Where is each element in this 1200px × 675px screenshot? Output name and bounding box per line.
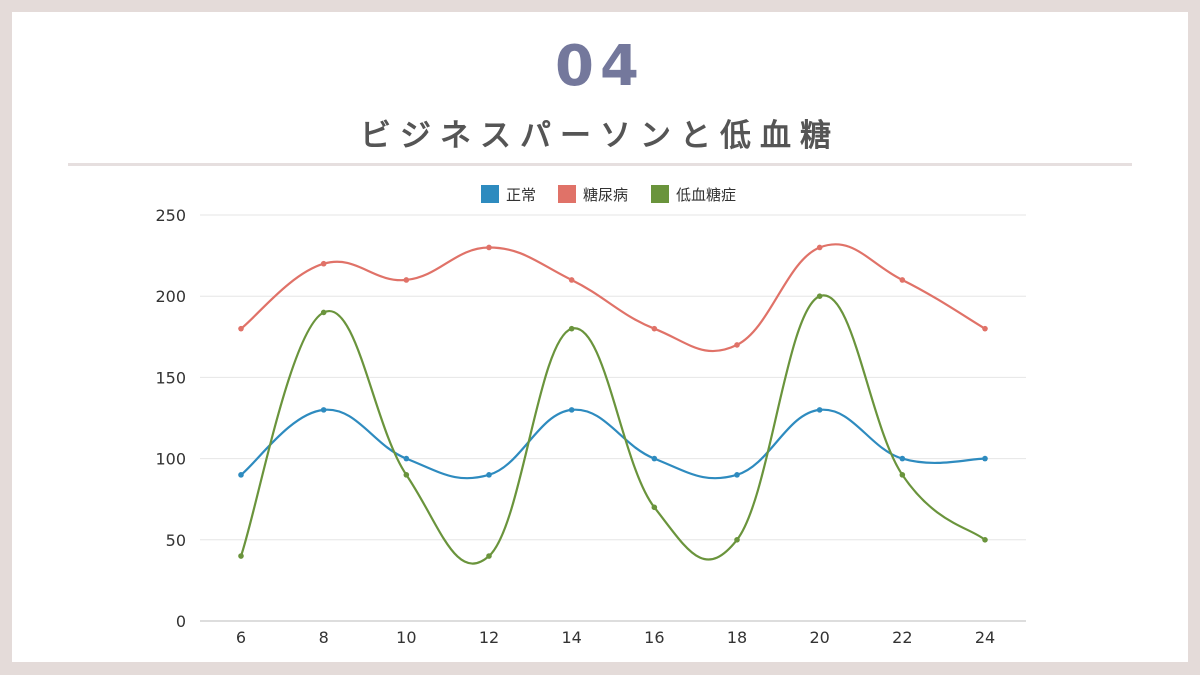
x-tick-label: 12 [479, 628, 499, 647]
legend-label: 糖尿病 [583, 186, 628, 204]
data-point [568, 277, 575, 283]
y-tick-label: 100 [155, 450, 186, 469]
data-point [320, 407, 327, 413]
x-tick-label: 24 [975, 628, 995, 647]
x-tick-label: 10 [396, 628, 416, 647]
data-point [486, 553, 492, 559]
data-point [899, 472, 906, 478]
data-point [982, 325, 988, 332]
series-line [239, 294, 986, 565]
y-tick-label: 250 [155, 206, 186, 225]
slide-card [12, 12, 1188, 662]
data-point [651, 325, 658, 332]
legend-label: 正常 [506, 186, 536, 204]
data-point [982, 455, 988, 462]
data-point [238, 325, 244, 332]
data-point [899, 277, 906, 283]
data-point [568, 325, 575, 332]
data-point [403, 472, 410, 478]
x-tick-label: 14 [561, 628, 581, 647]
legend-swatch [651, 185, 669, 203]
x-tick-label: 18 [727, 628, 747, 647]
data-point [816, 407, 823, 413]
data-point [238, 472, 244, 478]
legend-swatch [481, 185, 499, 203]
data-point [486, 472, 492, 478]
y-tick-label: 200 [155, 287, 186, 306]
data-point [734, 342, 740, 348]
y-tick-label: 150 [155, 368, 186, 387]
data-point [982, 537, 988, 543]
slide-title: ビジネスパーソンと低血糖 [360, 118, 840, 154]
data-point [238, 553, 244, 559]
series-line [240, 243, 986, 353]
y-tick-label: 0 [176, 612, 186, 631]
divider [68, 163, 1132, 166]
legend-label: 低血糖症 [676, 186, 736, 204]
x-tick-label: 8 [319, 628, 329, 647]
legend-swatch [558, 185, 576, 203]
data-point [816, 244, 823, 251]
data-point [734, 472, 740, 478]
series-line [240, 408, 986, 480]
x-tick-label: 16 [644, 628, 664, 647]
data-point [320, 309, 327, 316]
x-tick-label: 6 [236, 628, 246, 647]
data-point [734, 537, 740, 543]
data-point [816, 293, 823, 300]
data-point [403, 277, 410, 283]
section-number: 04 [555, 34, 645, 99]
data-point [651, 455, 658, 462]
y-tick-label: 50 [166, 531, 186, 550]
data-point [899, 455, 906, 462]
x-tick-label: 22 [892, 628, 912, 647]
x-tick-label: 20 [809, 628, 829, 647]
data-point [320, 260, 327, 267]
data-point [568, 407, 575, 413]
data-point [403, 455, 410, 462]
data-point [486, 244, 492, 251]
data-point [651, 504, 658, 511]
